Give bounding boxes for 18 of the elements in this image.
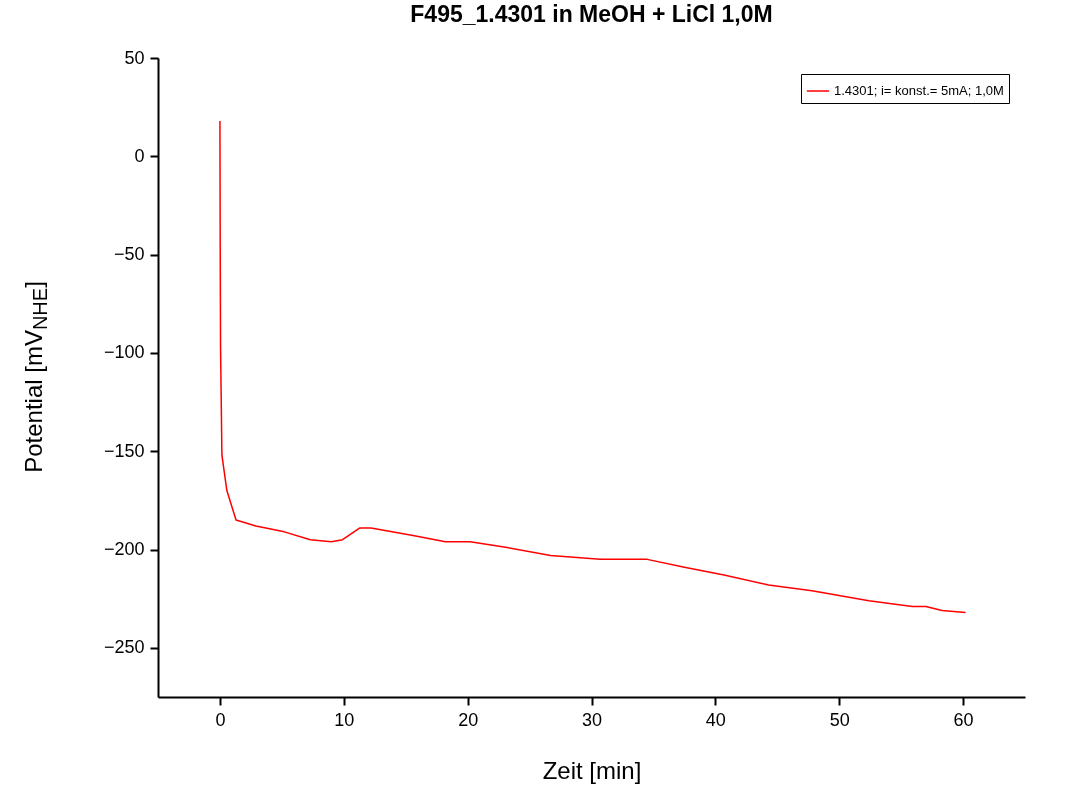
x-axis-title: Zeit [min] [542,756,642,784]
y-tick-label: −150 [103,440,145,461]
y-tick-label: 0 [134,145,145,166]
legend-label: 1.4301; i= konst.= 5mA; 1,0M [834,83,1004,98]
chart-title: F495_1.4301 in MeOH + LiCl 1,0M [410,1,773,27]
y-tick-label: −250 [103,637,145,658]
x-tick-label: 50 [829,709,850,730]
x-tick-label: 40 [705,709,726,730]
line-series [219,120,967,614]
y-tick-label: −50 [113,244,145,265]
x-tick-label: 20 [458,709,479,730]
x-tick-label: 60 [953,709,974,730]
x-tick-label: 10 [334,709,355,730]
x-tick-label: 30 [581,709,603,730]
y-tick-label: −200 [103,539,145,560]
x-tick-label: 0 [215,709,226,730]
y-tick-label: −100 [103,342,145,363]
y-tick-label: 50 [124,47,145,68]
